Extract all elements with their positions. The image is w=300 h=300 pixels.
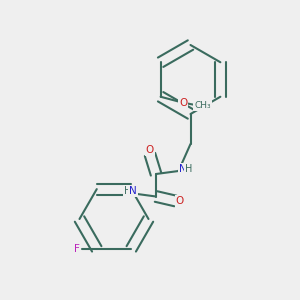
Text: N: N bbox=[129, 186, 136, 196]
Text: H: H bbox=[124, 186, 132, 196]
Text: O: O bbox=[176, 196, 184, 206]
Text: H: H bbox=[185, 164, 192, 175]
Text: O: O bbox=[146, 145, 154, 155]
Text: O: O bbox=[179, 98, 187, 108]
Text: F: F bbox=[74, 244, 80, 254]
Text: CH₃: CH₃ bbox=[194, 101, 211, 110]
Text: N: N bbox=[179, 164, 187, 175]
